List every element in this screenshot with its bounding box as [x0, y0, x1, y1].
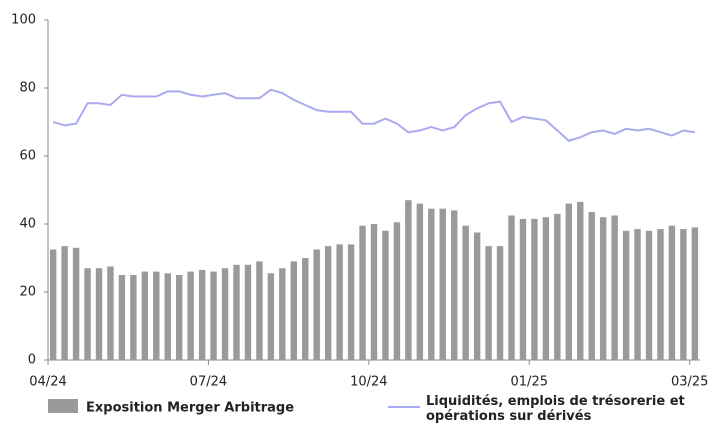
bar: [370, 224, 378, 360]
x-tick-label: 03/25: [671, 375, 708, 390]
bar: [210, 271, 217, 360]
bar: [302, 258, 309, 360]
bar: [49, 249, 57, 360]
y-tick-label: 20: [19, 285, 36, 300]
bar: [187, 271, 194, 360]
bar: [611, 215, 618, 360]
bar: [359, 225, 366, 360]
line: [52, 88, 695, 142]
bar: [577, 201, 584, 360]
bar: [519, 218, 527, 360]
bar: [153, 271, 160, 360]
bar: [680, 229, 687, 360]
x-tick-label: 10/24: [350, 375, 387, 390]
bar: [657, 229, 664, 360]
x-tick-label: 01/25: [511, 375, 548, 390]
bar: [107, 266, 114, 360]
bar: [691, 227, 699, 360]
bar: [256, 261, 263, 360]
bar: [61, 246, 68, 360]
bar: [668, 225, 676, 360]
bar: [554, 213, 561, 360]
bar: [130, 275, 137, 360]
bar: [175, 275, 183, 360]
bar: [313, 249, 320, 360]
bar: [221, 268, 229, 360]
y-tick-label: 40: [19, 217, 36, 232]
bar: [118, 275, 126, 360]
bar: [428, 208, 435, 360]
bar: [485, 246, 492, 360]
y-tick-label: 0: [28, 353, 36, 368]
x-tick-label: 04/24: [29, 375, 66, 390]
bar: [542, 217, 550, 360]
bar: [382, 230, 389, 360]
bar: [393, 222, 401, 360]
bar: [599, 217, 607, 360]
bar: [84, 268, 91, 360]
bar: [233, 264, 240, 360]
bar: [324, 246, 332, 360]
bar: [95, 268, 103, 360]
bar: [462, 225, 469, 360]
bar: [405, 200, 412, 360]
bar: [336, 244, 343, 360]
bar: [279, 268, 286, 360]
y-tick-label: 80: [19, 81, 36, 96]
y-tick-label: 100: [11, 13, 36, 28]
bar: [531, 218, 538, 360]
legend-swatch: [48, 399, 78, 413]
bar: [267, 273, 275, 360]
bar: [72, 247, 80, 360]
x-tick-label: 07/24: [190, 375, 227, 390]
bar: [645, 230, 653, 360]
bar: [164, 273, 171, 360]
bar: [473, 232, 481, 360]
legend-label: Exposition Merger Arbitrage: [86, 401, 294, 416]
bar: [290, 261, 297, 360]
bar: [451, 210, 458, 360]
legend-label: Liquidités, emplois de trésorerie et opér…: [426, 394, 685, 424]
bar: [622, 230, 630, 360]
bar: [588, 212, 595, 360]
bar: [634, 229, 641, 360]
bar: [141, 271, 149, 360]
bar: [439, 208, 446, 360]
bar: [496, 246, 504, 360]
y-tick-label: 60: [19, 149, 36, 164]
bar: [347, 244, 355, 360]
bar: [565, 203, 573, 360]
bar: [198, 269, 206, 360]
bar: [416, 203, 424, 360]
bar: [244, 264, 252, 360]
bar: [508, 215, 515, 360]
